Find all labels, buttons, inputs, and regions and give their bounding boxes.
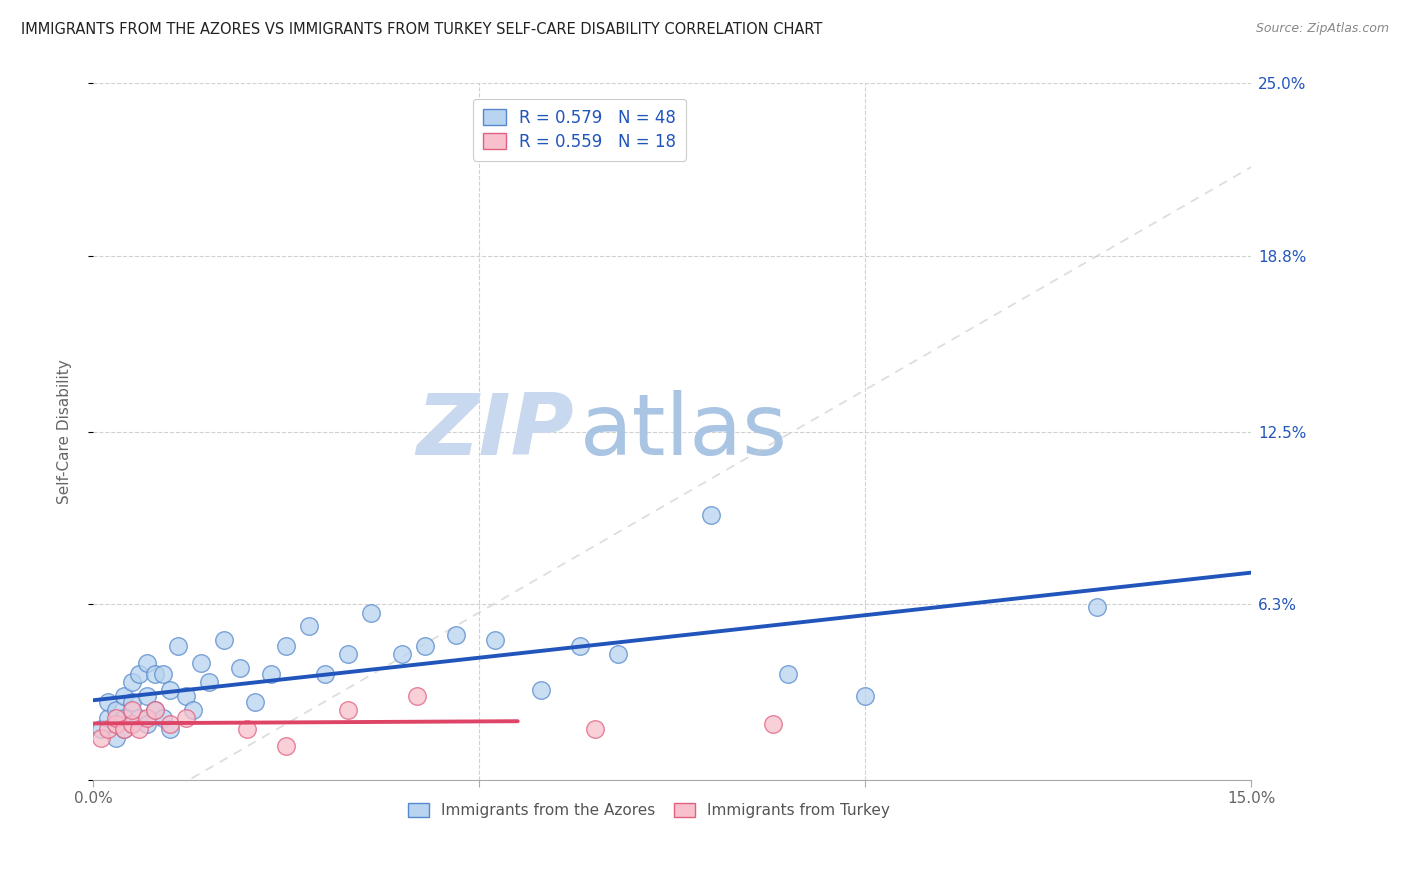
Point [121,675,143,690]
Point [112,723,135,737]
Point [105,711,128,725]
Point [143,666,166,681]
Point [121,717,143,731]
Point [583,723,606,737]
Point [97,711,120,725]
Point [243,695,266,709]
Point [413,639,436,653]
Point [853,689,876,703]
Y-axis label: Self-Care Disability: Self-Care Disability [58,359,72,504]
Point [105,717,128,731]
Point [159,683,181,698]
Point [152,666,174,681]
Text: ZIP: ZIP [416,390,574,473]
Point [336,648,359,662]
Point [406,689,429,703]
Point [198,675,221,690]
Text: atlas: atlas [579,390,787,473]
Point [105,717,128,731]
Point [360,606,382,620]
Point [112,689,135,703]
Point [391,648,413,662]
Legend: Immigrants from the Azores, Immigrants from Turkey: Immigrants from the Azores, Immigrants f… [402,797,897,824]
Point [259,666,281,681]
Point [174,711,197,725]
Point [183,703,205,717]
Point [214,633,236,648]
Point [336,703,359,717]
Point [136,711,159,725]
Point [236,723,259,737]
Point [190,656,212,670]
Point [136,689,159,703]
Point [112,723,135,737]
Point [761,717,783,731]
Point [274,739,297,754]
Point [128,723,150,737]
Point [159,723,181,737]
Point [167,639,190,653]
Point [298,619,321,633]
Point [128,711,150,725]
Point [136,656,159,670]
Point [530,683,553,698]
Point [90,731,112,745]
Point [121,717,143,731]
Point [484,633,506,648]
Point [143,703,166,717]
Point [121,703,143,717]
Point [90,723,112,737]
Point [128,666,150,681]
Point [274,639,297,653]
Point [121,695,143,709]
Point [174,689,197,703]
Point [607,648,630,662]
Point [105,731,128,745]
Point [229,661,252,675]
Point [314,666,336,681]
Point [444,628,467,642]
Point [105,703,128,717]
Point [776,666,799,681]
Point [97,695,120,709]
Point [159,717,181,731]
Point [136,717,159,731]
Point [112,711,135,725]
Text: IMMIGRANTS FROM THE AZORES VS IMMIGRANTS FROM TURKEY SELF-CARE DISABILITY CORREL: IMMIGRANTS FROM THE AZORES VS IMMIGRANTS… [21,22,823,37]
Point [700,508,723,522]
Point [152,711,174,725]
Point [97,723,120,737]
Point [143,703,166,717]
Point [1085,599,1108,614]
Point [568,639,591,653]
Text: Source: ZipAtlas.com: Source: ZipAtlas.com [1256,22,1389,36]
